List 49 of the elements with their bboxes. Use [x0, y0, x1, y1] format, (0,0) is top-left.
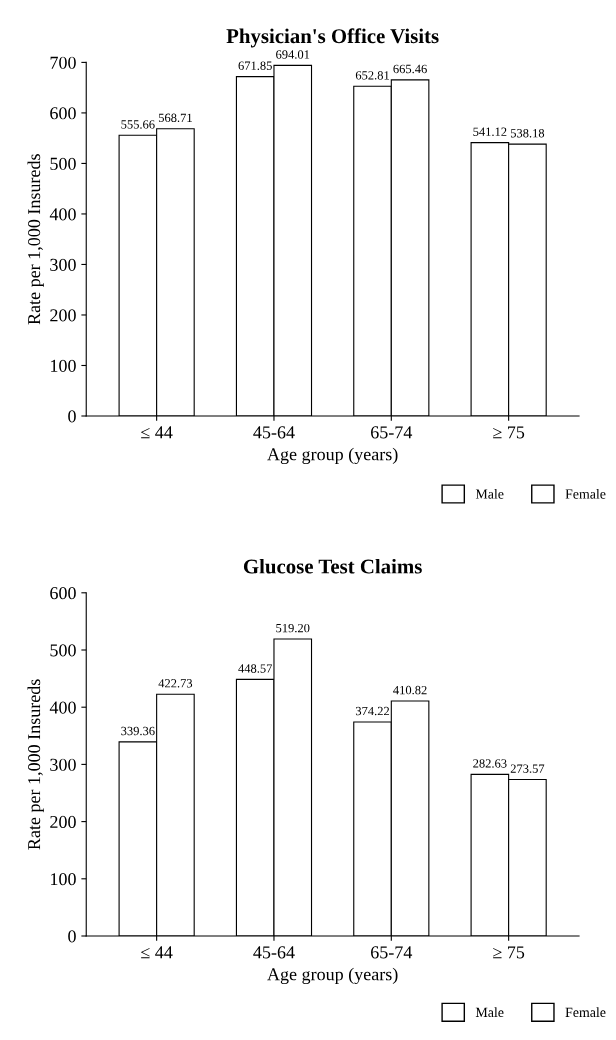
legend-label: Male	[475, 1007, 504, 1018]
data-label: 541.12	[473, 127, 507, 137]
data-label: 519.20	[276, 623, 310, 633]
y-tick-label: 100	[51, 873, 76, 886]
data-label: 671.85	[238, 61, 272, 70]
x-tick-label: ≥ 75	[493, 426, 525, 439]
data-label: 652.81	[355, 71, 389, 80]
y-tick-label: 500	[50, 157, 76, 170]
x-tick-label: 65-74	[371, 426, 413, 439]
data-label: 568.71	[158, 113, 192, 123]
y-tick-label: 600	[50, 107, 76, 120]
y-tick-label: 100	[51, 359, 76, 372]
legend-label: Male	[475, 488, 504, 499]
data-label: 273.57	[510, 764, 545, 773]
data-label: 374.22	[355, 706, 390, 716]
y-tick-label: 200	[50, 815, 76, 829]
y-tick-label: 600	[50, 587, 76, 600]
y-tick-label: 400	[49, 701, 76, 714]
chart-title: Glucose Test Claims	[243, 558, 422, 574]
y-axis-title: Rate per 1,000 Insureds	[27, 154, 44, 325]
x-tick-label: ≥ 75	[493, 946, 525, 959]
y-tick-label: 700	[50, 56, 76, 69]
y-tick-label: 500	[50, 644, 76, 657]
chart-title: Physician's Office Visits	[226, 28, 439, 48]
data-label: 422.73	[158, 679, 193, 688]
data-label: 694.01	[276, 50, 310, 59]
x-axis-title: Age group (years)	[267, 447, 398, 465]
x-tick-label: 45-64	[253, 426, 295, 439]
data-label: 339.36	[121, 726, 155, 736]
x-tick-label: ≤ 44	[141, 946, 173, 959]
x-axis-title: Age group (years)	[267, 967, 398, 985]
legend-label: Female	[565, 1007, 606, 1018]
y-tick-label: 300	[50, 258, 76, 271]
y-tick-label: 0	[68, 410, 76, 423]
y-axis-title: Rate per 1,000 Insureds	[27, 679, 44, 850]
data-label: 665.46	[393, 64, 427, 74]
y-tick-label: 200	[50, 309, 76, 322]
data-label: 282.63	[473, 759, 507, 768]
x-tick-label: ≤ 44	[141, 426, 173, 439]
y-tick-label: 400	[49, 208, 76, 221]
legend-label: Female	[565, 488, 606, 499]
data-label: 410.82	[393, 685, 427, 695]
y-tick-label: 300	[50, 758, 76, 771]
y-tick-label: 0	[68, 930, 76, 943]
x-tick-label: 65-74	[371, 946, 413, 959]
data-label: 555.66	[121, 120, 155, 129]
data-label: 448.57	[238, 664, 273, 673]
data-label: 538.18	[510, 129, 545, 138]
x-tick-label: 45-64	[253, 946, 295, 959]
